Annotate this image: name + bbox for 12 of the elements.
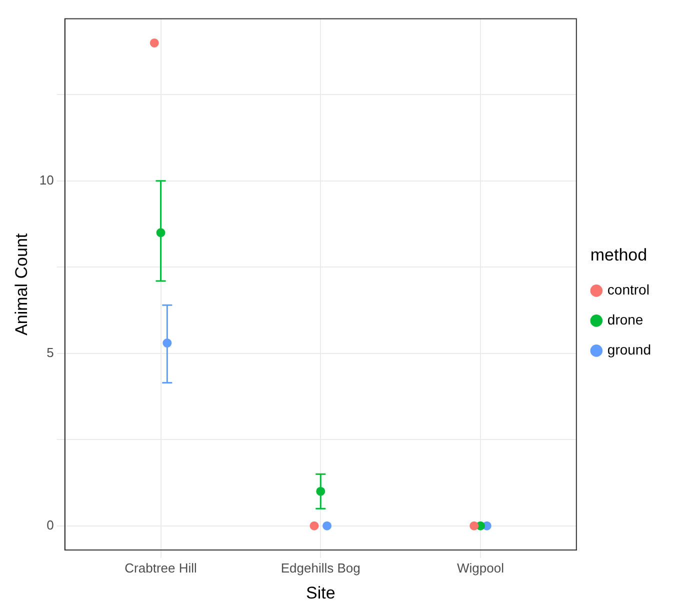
legend-title: method — [590, 245, 648, 264]
x-tick-label: Crabtree Hill — [124, 560, 198, 576]
x-axis-title: Site — [306, 583, 336, 602]
x-tick-label: Wigpool — [457, 560, 504, 576]
legend-label: control — [607, 282, 650, 298]
y-axis-title: Animal Count — [12, 233, 31, 336]
legend-label: drone — [607, 312, 644, 328]
legend-label: ground — [607, 342, 651, 358]
x-tick-label: Edgehills Bog — [280, 560, 360, 576]
y-tick-label: 5 — [46, 344, 54, 360]
y-tick-label: 10 — [39, 172, 54, 188]
y-tick-label: 0 — [46, 517, 54, 532]
